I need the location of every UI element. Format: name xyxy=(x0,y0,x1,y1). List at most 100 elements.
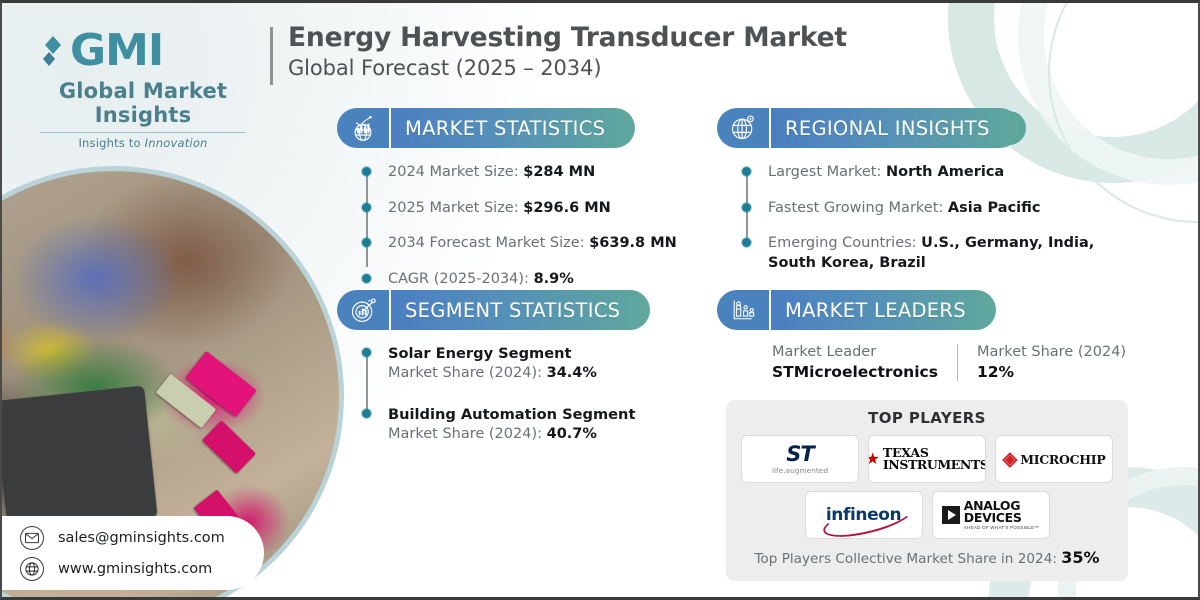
list-item-label: CAGR (2025-2034): xyxy=(388,270,534,287)
st-logo: ST life.augmented xyxy=(772,441,828,474)
ti-line1: TEXAS xyxy=(882,445,929,461)
list-item: Largest Market: North America xyxy=(742,163,1142,183)
bullet-dot xyxy=(362,348,371,357)
list-item-value: North America xyxy=(885,164,1005,180)
company-logo-microchip[interactable]: ◈ MICROCHIP xyxy=(995,435,1113,483)
list-item-text: CAGR (2025-2034): 8.9% xyxy=(388,270,692,290)
section-label-market-leaders: MARKET LEADERS xyxy=(769,290,996,330)
segment-name: Solar Energy Segment xyxy=(388,345,572,362)
list-item-value: $296.6 MN xyxy=(523,199,611,216)
mc-wordmark: MICROCHIP xyxy=(1020,451,1106,467)
list-item-value: $639.8 MN xyxy=(589,235,677,252)
ad-logo: ANALOG DEVICES AHEAD OF WHAT'S POSSIBLE™ xyxy=(941,497,1040,531)
segment-statistics-list: Solar Energy Segment Market Share (2024)… xyxy=(362,344,692,445)
ti-logo: ★ TEXAS INSTRUMENTS xyxy=(869,445,986,472)
st-wordmark: ST xyxy=(786,441,814,466)
leader-divider xyxy=(956,344,958,381)
list-item-label: 2034 Forecast Market Size: xyxy=(388,235,590,252)
market-leader-value: STMicroelectronics xyxy=(772,363,938,381)
contact-website: www.gminsights.com xyxy=(58,560,213,577)
list-item-text: Largest Market: North America xyxy=(768,163,1142,183)
bullet-dot xyxy=(742,202,751,212)
photo-connector-black xyxy=(2,385,158,533)
company-logo-infineon[interactable]: infineon xyxy=(804,491,923,539)
inf-logo: infineon xyxy=(820,496,916,538)
top-players-footer-label: Top Players Collective Market Share in 2… xyxy=(754,551,1062,567)
company-logo-texas-instruments[interactable]: ★ TEXAS INSTRUMENTS xyxy=(868,435,986,483)
top-players-title: TOP PLAYERS xyxy=(868,409,986,427)
contact-footer: sales@gminsights.com www.gminsights.com xyxy=(2,516,264,590)
list-item-text: Market Share (2024): 40.7% xyxy=(388,425,692,445)
list-item-text: 2024 Market Size: $284 MN xyxy=(388,163,692,183)
list-item-label: Market Share (2024): xyxy=(388,364,547,381)
section-header-segment-statistics: SEGMENT STATISTICS xyxy=(337,290,651,330)
gmi-logo: GMI Global Market Insights Insights to I… xyxy=(18,29,268,150)
list-item-value: U.S., Germany, India, South Korea, Brazi… xyxy=(768,235,1095,271)
tagline-italic: Innovation xyxy=(144,136,208,150)
market-leader-column: Market Leader STMicroelectronics xyxy=(772,344,938,381)
gmi-logo-name: Global Market Insights xyxy=(58,79,228,127)
list-item: Solar Energy Segment Market Share (2024)… xyxy=(362,344,692,383)
mc-logo: ◈ MICROCHIP xyxy=(1003,448,1106,471)
list-item-text: 2025 Market Size: $296.6 MN xyxy=(388,199,692,219)
list-item: 2025 Market Size: $296.6 MN xyxy=(362,199,692,219)
analog-devices-play-icon xyxy=(941,506,960,524)
market-leader-caption: Market Leader xyxy=(772,344,877,360)
section-label-regional-insights: REGIONAL INSIGHTS xyxy=(769,108,1020,148)
pie-chart-target-icon xyxy=(337,290,391,330)
contact-email: sales@gminsights.com xyxy=(58,529,225,546)
list-item-text: Market Share (2024): 34.4% xyxy=(388,364,692,384)
infineon-swoosh-icon xyxy=(820,496,916,538)
market-leader-block: Market Leader STMicroelectronics Market … xyxy=(772,344,1126,381)
ad-wordmark: ANALOG DEVICES AHEAD OF WHAT'S POSSIBLE™ xyxy=(963,497,1040,531)
top-players-footer-value: 35% xyxy=(1061,548,1100,567)
gmi-wordmark: GMI xyxy=(70,25,164,76)
list-item: Emerging Countries: U.S., Germany, India… xyxy=(742,234,1142,273)
gmi-logo-tagline: Insights to Innovation xyxy=(18,136,268,150)
page-subtitle: Global Forecast (2025 – 2034) xyxy=(288,56,602,81)
top-players-footer: Top Players Collective Market Share in 2… xyxy=(740,548,1114,567)
section-header-market-leaders: MARKET LEADERS xyxy=(717,290,996,330)
timeline-line xyxy=(366,352,368,413)
list-item: CAGR (2025-2034): 8.9% xyxy=(362,270,692,290)
list-item-label: Largest Market: xyxy=(768,164,886,180)
title-accent-bar xyxy=(270,27,273,85)
section-label-market-statistics: MARKET STATISTICS xyxy=(389,108,636,148)
list-item-text: Fastest Growing Market: Asia Pacific xyxy=(768,199,1142,219)
company-logo-analog-devices[interactable]: ANALOG DEVICES AHEAD OF WHAT'S POSSIBLE™ xyxy=(931,491,1050,539)
list-item-label: 2024 Market Size: xyxy=(388,164,524,180)
bullet-dot xyxy=(362,202,371,212)
market-share-value: 12% xyxy=(976,363,1015,381)
market-share-caption: Market Share (2024) xyxy=(976,344,1127,360)
globe-icon xyxy=(20,556,44,581)
regional-insights-list: Largest Market: North America Fastest Gr… xyxy=(742,163,1142,273)
ti-line2: INSTRUMENTS xyxy=(882,457,986,472)
segment-name: Building Automation Segment xyxy=(388,406,636,424)
ad-tagline: AHEAD OF WHAT'S POSSIBLE™ xyxy=(963,525,1040,530)
list-item-value: 8.9% xyxy=(533,270,574,287)
company-logo-stmicroelectronics[interactable]: ST life.augmented xyxy=(741,435,859,483)
list-item-value: 40.7% xyxy=(546,425,597,442)
ad-line1: ANALOG xyxy=(963,497,1021,513)
market-share-column: Market Share (2024) 12% xyxy=(977,344,1126,381)
list-item: Fastest Growing Market: Asia Pacific xyxy=(742,199,1142,219)
list-item: 2034 Forecast Market Size: $639.8 MN xyxy=(362,234,692,254)
list-item-text: Emerging Countries: U.S., Germany, India… xyxy=(768,234,1128,273)
bullet-dot xyxy=(742,167,751,176)
contact-website-row[interactable]: www.gminsights.com xyxy=(20,556,264,581)
podium-icon xyxy=(717,290,771,330)
list-item-label: Emerging Countries: xyxy=(768,235,922,252)
microchip-mark-icon: ◈ xyxy=(1002,448,1018,470)
ti-state-icon: ★ xyxy=(869,449,880,469)
contact-email-row[interactable]: sales@gminsights.com xyxy=(20,525,264,550)
bullet-dot xyxy=(362,273,371,283)
timeline-line xyxy=(366,171,368,267)
list-item-label: 2025 Market Size: xyxy=(388,199,524,216)
list-item-label: Fastest Growing Market: xyxy=(768,199,948,216)
gmi-logo-mark: GMI xyxy=(18,29,268,73)
ti-wordmark: TEXAS INSTRUMENTS xyxy=(882,445,986,472)
infographic-stage: GMI Global Market Insights Insights to I… xyxy=(2,3,1198,597)
inf-wordmark: infineon xyxy=(825,505,902,525)
envelope-icon xyxy=(20,525,44,550)
